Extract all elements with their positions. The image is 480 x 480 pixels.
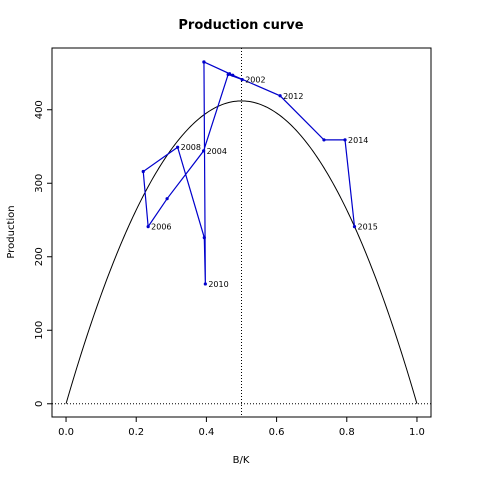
data-point (226, 72, 230, 77)
year-label: 2004 (207, 147, 227, 156)
plot-area: 2002 2004 2006 2008 2010 2012 2014 2015 (52, 48, 431, 417)
data-point (165, 197, 169, 201)
data-point (352, 225, 357, 229)
data-point (202, 236, 206, 240)
y-tick-label: 200 (34, 247, 45, 266)
chart-title: Production curve (178, 18, 303, 33)
year-label: 2014 (348, 136, 368, 145)
x-tick-label: 0.6 (269, 427, 285, 438)
x-tick-label: 0.2 (128, 427, 144, 438)
data-point (343, 138, 347, 142)
data-point (141, 169, 145, 174)
x-axis-label: B/K (233, 455, 250, 466)
data-point (146, 225, 150, 229)
x-tick-label: 1.0 (409, 427, 425, 438)
data-point (176, 145, 180, 149)
x-tick-label: 0.8 (339, 427, 355, 438)
x-tick-label: 0.0 (58, 427, 74, 438)
data-point (202, 149, 206, 153)
plot-frame (51, 47, 432, 418)
data-point (278, 94, 282, 98)
year-label: 2002 (245, 76, 265, 85)
y-axis: 0 100 200 300 400 (34, 100, 52, 407)
y-tick-label: 400 (34, 100, 45, 119)
x-axis: 0.0 0.2 0.4 0.6 0.8 1.0 (58, 417, 425, 438)
data-point (240, 78, 244, 82)
y-axis-label: Production (6, 205, 17, 258)
year-label: 2006 (151, 223, 171, 232)
y-tick-label: 0 (34, 401, 45, 407)
data-point (203, 282, 207, 286)
y-tick-label: 300 (34, 174, 45, 193)
series-line (142, 61, 356, 284)
data-point (202, 60, 206, 64)
year-label: 2012 (283, 92, 303, 101)
data-point (231, 73, 235, 77)
data-point (322, 138, 326, 142)
year-label: 2008 (181, 143, 201, 152)
year-label: 2015 (357, 223, 377, 232)
x-tick-label: 0.4 (198, 427, 214, 438)
year-label: 2010 (208, 280, 228, 289)
production-curve (65, 100, 418, 404)
y-tick-label: 100 (34, 321, 45, 340)
